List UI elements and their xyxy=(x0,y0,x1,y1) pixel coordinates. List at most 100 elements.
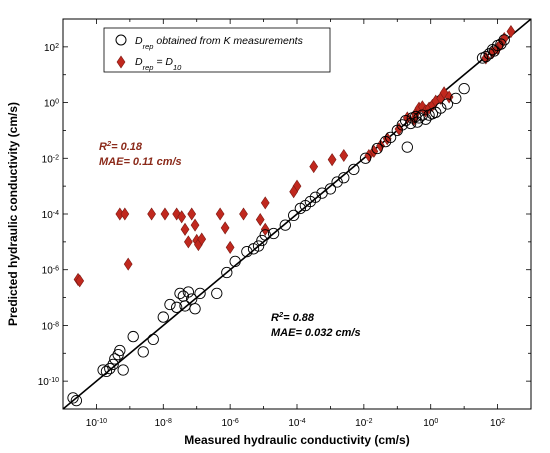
data-point-circle xyxy=(171,301,183,313)
y-tick-label: 10-2 xyxy=(42,154,59,166)
annotation-d10-stats: R2= 0.18 MAE= 0.11 cm/s xyxy=(99,139,182,169)
data-point-circle xyxy=(100,365,113,378)
legend-entry-2: Drep = D10 xyxy=(135,56,182,72)
x-tick-label: 10-6 xyxy=(221,418,238,430)
data-point-diamond xyxy=(225,240,235,254)
data-point-diamond xyxy=(190,218,200,232)
y-axis-label: Predicted hydraulic conductivity (cm/s) xyxy=(6,102,20,326)
data-point-diamond xyxy=(506,24,516,39)
data-point-circle xyxy=(117,364,129,376)
x-axis-label: Measured hydraulic conductivity (cm/s) xyxy=(184,433,409,447)
x-tick-label: 102 xyxy=(490,418,505,430)
series-drep-k xyxy=(67,34,510,407)
data-point-diamond xyxy=(183,235,193,249)
data-point-circle xyxy=(495,38,507,50)
data-point-circle xyxy=(137,346,149,358)
data-point-circle xyxy=(189,303,201,315)
data-point-circle xyxy=(194,287,206,300)
data-point-circle xyxy=(252,240,265,252)
data-point-diamond xyxy=(75,274,85,288)
data-point-circle xyxy=(331,176,343,188)
legend-diamond-marker xyxy=(116,55,126,69)
y-tick-label: 10-10 xyxy=(38,377,59,389)
annotation-d10-r2: R2= 0.18 xyxy=(99,139,143,154)
data-point-circle xyxy=(221,266,233,279)
data-point-circle xyxy=(458,82,470,95)
data-point-circle xyxy=(104,362,116,375)
data-point-circle xyxy=(70,394,83,407)
data-point-circle xyxy=(182,286,195,298)
data-point-circle xyxy=(267,227,280,240)
data-point-diamond xyxy=(339,148,349,163)
data-point-diamond xyxy=(215,207,225,221)
data-point-circle xyxy=(359,152,372,164)
data-point-diamond xyxy=(239,207,248,221)
y-tick-label: 100 xyxy=(44,98,59,110)
annotation-d10-mae: MAE= 0.11 cm/s xyxy=(99,156,182,168)
data-point-circle xyxy=(324,183,337,195)
legend-entry-1: Drep obtained from K measurements xyxy=(135,35,304,51)
data-point-circle xyxy=(441,98,454,110)
data-point-diamond xyxy=(160,207,170,221)
x-axis-ticks: 10-10 10-8 10-6 10-4 10-2 100 102 xyxy=(62,19,532,430)
data-point-circle xyxy=(127,330,139,343)
data-point-circle xyxy=(435,102,447,114)
data-point-diamond xyxy=(187,207,197,221)
data-point-circle xyxy=(309,191,322,203)
data-point-circle xyxy=(241,245,253,258)
data-point-circle xyxy=(348,163,360,176)
data-point-circle xyxy=(211,287,223,300)
x-tick-label: 10-8 xyxy=(155,418,172,430)
data-point-circle xyxy=(256,234,268,247)
data-point-circle xyxy=(396,119,408,131)
data-point-circle xyxy=(147,333,159,346)
data-point-circle xyxy=(229,255,241,268)
data-point-circle xyxy=(114,344,126,357)
data-point-circle xyxy=(259,229,271,241)
one-to-one-line xyxy=(63,19,531,409)
legend-circle-marker xyxy=(115,34,127,46)
data-point-circle xyxy=(338,172,350,184)
annotation-k-r2: R2= 0.88 xyxy=(271,310,315,325)
data-point-circle xyxy=(164,298,176,311)
data-point-circle xyxy=(157,311,169,323)
data-point-circle xyxy=(401,141,413,153)
y-axis-ticks: 10-10 10-8 10-6 10-4 10-2 100 102 xyxy=(38,18,531,410)
legend: Drep obtained from K measurements Drep =… xyxy=(103,27,331,73)
data-point-circle xyxy=(109,353,121,365)
data-point-diamond xyxy=(180,222,190,236)
y-tick-label: 10-8 xyxy=(42,321,59,333)
x-tick-label: 10-2 xyxy=(355,418,372,430)
annotation-k-mae: MAE= 0.032 cm/s xyxy=(271,327,361,339)
data-point-circle xyxy=(288,209,300,222)
y-tick-label: 10-4 xyxy=(42,210,59,222)
data-point-circle xyxy=(174,287,186,300)
data-point-diamond xyxy=(327,153,337,167)
data-point-circle xyxy=(450,92,462,105)
data-point-circle xyxy=(384,131,397,144)
data-point-circle xyxy=(279,219,291,231)
x-tick-label: 10-10 xyxy=(86,418,107,430)
data-point-diamond xyxy=(289,185,299,199)
data-point-diamond xyxy=(177,210,187,224)
data-point-diamond xyxy=(309,160,319,174)
data-point-circle xyxy=(420,113,432,125)
data-point-circle xyxy=(498,34,510,46)
data-point-circle xyxy=(480,50,492,63)
data-point-diamond xyxy=(123,257,133,271)
y-tick-label: 10-6 xyxy=(42,265,59,277)
data-point-diamond xyxy=(220,221,230,235)
x-tick-label: 10-4 xyxy=(288,418,305,430)
data-point-diamond xyxy=(255,213,265,227)
legend-box xyxy=(103,27,331,73)
data-point-diamond xyxy=(197,232,207,246)
data-point-circle xyxy=(371,142,383,155)
y-tick-label: 102 xyxy=(44,42,59,54)
x-tick-label: 100 xyxy=(423,418,438,430)
data-point-diamond xyxy=(147,207,156,221)
annotation-k-stats: R2= 0.88 MAE= 0.032 cm/s xyxy=(271,310,361,340)
data-point-circle xyxy=(107,358,119,371)
data-point-diamond xyxy=(120,207,130,221)
data-point-diamond xyxy=(260,196,270,210)
